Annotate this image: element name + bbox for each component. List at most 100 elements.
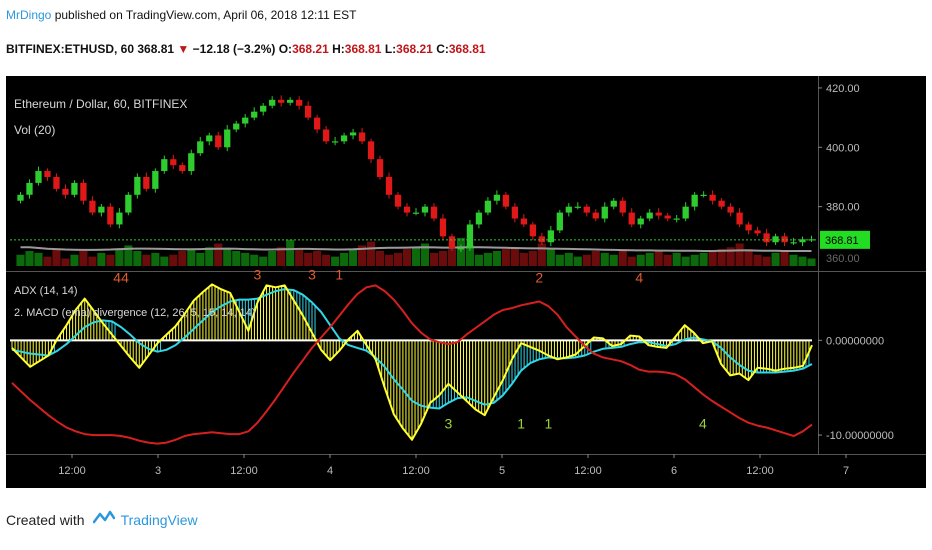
volume-bar xyxy=(771,252,780,266)
volume-bar xyxy=(438,251,448,266)
candle-body xyxy=(322,129,330,142)
volume-bar xyxy=(681,256,690,266)
volume-bar xyxy=(537,243,546,266)
price-axis-label: 360.00 xyxy=(826,253,860,265)
volume-bar xyxy=(609,254,618,266)
candle-body xyxy=(394,194,402,207)
volume-bar xyxy=(492,251,501,266)
volume-bar xyxy=(753,254,762,266)
volume-bar xyxy=(88,256,97,266)
volume-bar xyxy=(510,247,519,266)
volume-bar xyxy=(726,247,735,266)
candle-body xyxy=(170,159,177,166)
candle-body xyxy=(251,111,258,118)
tradingview-brand[interactable]: TradingView xyxy=(120,511,198,528)
volume-bar xyxy=(313,251,322,266)
candle-body xyxy=(601,206,608,219)
candle-body xyxy=(772,236,779,243)
last-price-tag-bg xyxy=(820,230,870,249)
candle-body xyxy=(799,239,806,243)
candle-body xyxy=(403,206,411,213)
divergence-label: 3 xyxy=(308,267,316,283)
volume-bar xyxy=(205,247,214,266)
candle-body xyxy=(538,236,545,243)
macd-legend: 2. MACD (ema) divergence (12, 26, 5, 15,… xyxy=(14,307,256,319)
volume-bar xyxy=(16,254,25,266)
volume-bar xyxy=(546,249,555,266)
candle-body xyxy=(161,159,168,172)
volume-ma-line xyxy=(20,246,812,252)
candle-body xyxy=(287,99,294,103)
volume-bar xyxy=(142,254,151,266)
candle-body xyxy=(718,200,725,207)
candle-body xyxy=(340,135,348,142)
candle-body xyxy=(610,200,617,207)
volume-bar xyxy=(97,252,106,266)
macd-line xyxy=(11,283,813,441)
candle-body xyxy=(475,212,483,225)
volume-bar xyxy=(232,251,241,266)
volume-bar xyxy=(340,252,349,266)
candle-body xyxy=(116,212,123,225)
symbol-label: BITFINEX:ETHUSD, 60 xyxy=(6,42,135,56)
candle-body xyxy=(592,212,599,219)
candle-body xyxy=(215,135,222,148)
volume-bar xyxy=(420,243,430,266)
volume-bar xyxy=(376,251,385,266)
candle-body xyxy=(745,224,752,231)
chart-svg[interactable]: 420.00 400.00 380.00 360.00 368.81 Ethereum /… xyxy=(6,76,926,488)
candle-body xyxy=(89,200,96,213)
candle-body xyxy=(62,188,69,195)
volume-bar xyxy=(304,252,313,266)
candle-body xyxy=(790,242,797,244)
candle-body xyxy=(502,194,510,207)
price-axis-label: 380.00 xyxy=(826,202,860,214)
volume-bar xyxy=(600,252,609,266)
volume-bar xyxy=(627,256,636,266)
volume-bar xyxy=(555,254,564,266)
volume-bar xyxy=(411,247,421,266)
candle-body xyxy=(80,182,87,201)
volume-bar xyxy=(447,249,456,266)
candle-body xyxy=(331,141,339,143)
time-axis-label: 12:00 xyxy=(402,465,430,477)
candle-body xyxy=(98,206,105,213)
volume-bar xyxy=(789,254,798,266)
time-axis-label: 12:00 xyxy=(574,465,602,477)
high-label: H: xyxy=(332,42,345,56)
volume-bar xyxy=(807,258,816,266)
time-axis-label: 4 xyxy=(327,465,333,477)
volume-bar xyxy=(79,251,88,266)
volume-bar xyxy=(223,249,232,266)
divergence-label: 2 xyxy=(535,270,543,286)
volume-bar xyxy=(393,252,403,266)
volume-bar xyxy=(25,251,34,266)
price-axis-label: 420.00 xyxy=(826,83,860,95)
candle-body xyxy=(466,224,474,249)
candle-body xyxy=(188,153,195,172)
volume-bar xyxy=(699,252,708,266)
author-link[interactable]: MrDingo xyxy=(6,8,52,22)
volume-bar xyxy=(474,254,483,266)
candle-body xyxy=(224,129,231,148)
candle-body xyxy=(206,135,213,142)
candle-body xyxy=(179,165,186,172)
time-axis-label: 7 xyxy=(843,465,849,477)
time-axis-label: 3 xyxy=(155,465,161,477)
volume-bar xyxy=(250,254,259,266)
candle-body xyxy=(583,206,590,213)
candle-body xyxy=(412,212,420,214)
volume-bar xyxy=(160,256,169,266)
volume-bar xyxy=(124,245,133,266)
chart-area[interactable]: 420.00 400.00 380.00 360.00 368.81 Ethereum /… xyxy=(6,76,926,488)
candle-body xyxy=(655,212,662,216)
indicator-axis-label: 0.00000000 xyxy=(826,335,884,347)
candle-body xyxy=(44,171,51,177)
volume-bar xyxy=(133,251,142,266)
time-axis-label: 12:00 xyxy=(746,465,774,477)
volume-bar xyxy=(582,254,591,266)
candle-body xyxy=(358,132,366,142)
volume-bar xyxy=(672,252,681,266)
volume-bar xyxy=(384,254,394,266)
divergence-label: 4 xyxy=(699,415,707,431)
